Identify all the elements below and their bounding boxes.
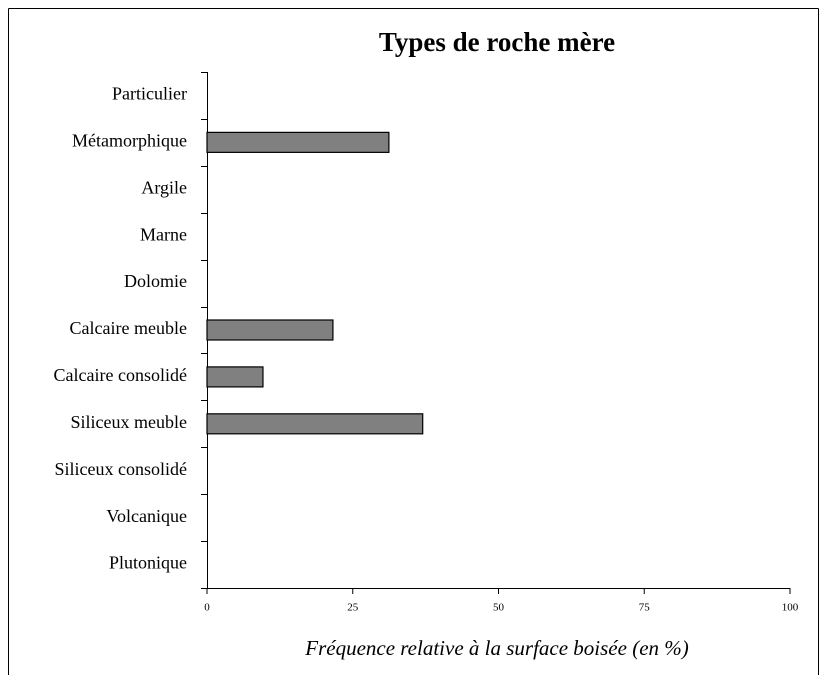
y-tick-label: Marne	[140, 224, 187, 244]
x-tick-label: 25	[347, 602, 359, 614]
x-tick-label: 75	[639, 602, 651, 614]
y-tick-label: Siliceux consolidé	[55, 459, 187, 479]
y-tick-label: Métamorphique	[72, 130, 187, 150]
y-tick-label: Volcanique	[106, 506, 187, 526]
x-tick-label: 50	[493, 602, 505, 614]
x-tick-label: 0	[204, 602, 210, 614]
y-tick-label: Argile	[141, 177, 187, 197]
y-tick-label: Dolomie	[124, 271, 187, 291]
y-tick-label: Calcaire consolidé	[54, 365, 187, 385]
y-tick-label: Siliceux meuble	[71, 412, 187, 432]
x-tick-label: 100	[782, 602, 799, 614]
bar	[206, 413, 424, 435]
bar	[206, 131, 390, 153]
y-tick-label: Plutonique	[109, 553, 187, 573]
bar	[206, 319, 334, 341]
y-tick-label: Particulier	[112, 84, 187, 104]
bar	[206, 366, 264, 388]
x-axis-label: Fréquence relative à la surface boisée (…	[304, 636, 689, 660]
y-tick-label: Calcaire meuble	[70, 318, 187, 338]
chart-title: Types de roche mère	[379, 27, 615, 57]
